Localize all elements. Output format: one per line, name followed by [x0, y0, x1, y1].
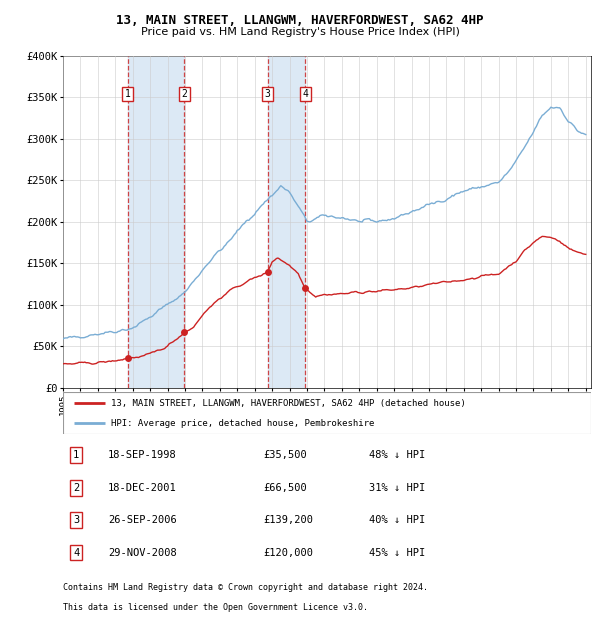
Text: 4: 4	[302, 89, 308, 99]
Text: 18-SEP-1998: 18-SEP-1998	[108, 450, 176, 460]
Text: 1: 1	[73, 450, 79, 460]
Text: 40% ↓ HPI: 40% ↓ HPI	[369, 515, 425, 525]
Text: £139,200: £139,200	[263, 515, 314, 525]
FancyBboxPatch shape	[63, 392, 591, 434]
Text: 13, MAIN STREET, LLANGWM, HAVERFORDWEST, SA62 4HP (detached house): 13, MAIN STREET, LLANGWM, HAVERFORDWEST,…	[110, 399, 465, 408]
Text: 31% ↓ HPI: 31% ↓ HPI	[369, 483, 425, 493]
Text: 13, MAIN STREET, LLANGWM, HAVERFORDWEST, SA62 4HP: 13, MAIN STREET, LLANGWM, HAVERFORDWEST,…	[116, 14, 484, 27]
Text: £120,000: £120,000	[263, 547, 314, 557]
Text: £66,500: £66,500	[263, 483, 307, 493]
Text: 3: 3	[73, 515, 79, 525]
Text: 45% ↓ HPI: 45% ↓ HPI	[369, 547, 425, 557]
Text: 4: 4	[73, 547, 79, 557]
Bar	[128, 56, 184, 388]
Text: £35,500: £35,500	[263, 450, 307, 460]
Text: 2: 2	[181, 89, 187, 99]
Text: 48% ↓ HPI: 48% ↓ HPI	[369, 450, 425, 460]
Text: 26-SEP-2006: 26-SEP-2006	[108, 515, 176, 525]
Text: Price paid vs. HM Land Registry's House Price Index (HPI): Price paid vs. HM Land Registry's House …	[140, 27, 460, 37]
Text: This data is licensed under the Open Government Licence v3.0.: This data is licensed under the Open Gov…	[63, 603, 368, 612]
Text: 3: 3	[265, 89, 271, 99]
Text: 29-NOV-2008: 29-NOV-2008	[108, 547, 176, 557]
Text: HPI: Average price, detached house, Pembrokeshire: HPI: Average price, detached house, Pemb…	[110, 419, 374, 428]
Text: 2: 2	[73, 483, 79, 493]
Bar	[268, 56, 305, 388]
Text: Contains HM Land Registry data © Crown copyright and database right 2024.: Contains HM Land Registry data © Crown c…	[63, 583, 428, 591]
Text: 1: 1	[125, 89, 131, 99]
Text: 18-DEC-2001: 18-DEC-2001	[108, 483, 176, 493]
